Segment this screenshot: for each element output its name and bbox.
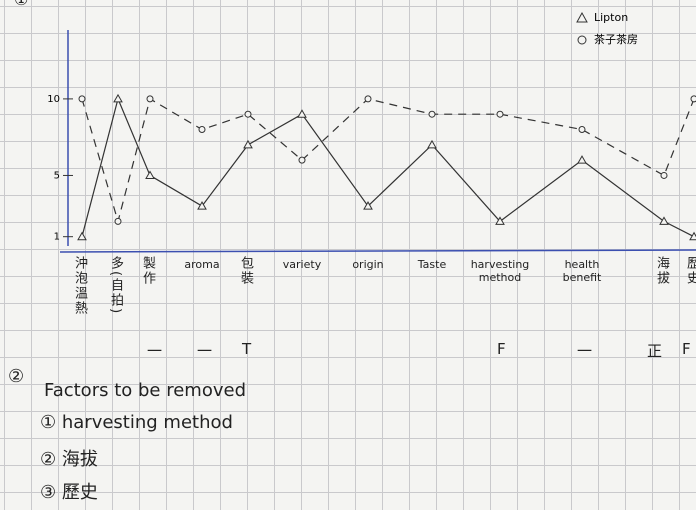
y-tick-label: 1	[54, 232, 60, 243]
point-marker	[364, 95, 372, 103]
point-marker	[363, 201, 373, 210]
x-tick-label: 包裝	[238, 256, 253, 286]
notes-number: ②	[8, 366, 25, 387]
x-tick-label: variety	[282, 258, 322, 271]
point-marker	[146, 95, 154, 103]
point-marker	[113, 93, 123, 103]
tally-mark: 一	[577, 342, 593, 360]
y-tick-label: 10	[47, 94, 60, 105]
point-marker	[114, 217, 122, 225]
point-marker	[298, 156, 306, 164]
tally-mark: F	[497, 340, 506, 358]
point-marker	[578, 126, 586, 134]
x-tick-label: harvesting method	[470, 258, 530, 284]
tally-mark: 一	[197, 342, 213, 360]
point-marker	[198, 126, 206, 134]
notes-item: ① harvesting method	[40, 412, 233, 433]
tally-mark: 正	[647, 342, 663, 360]
series-line	[81, 97, 695, 238]
point-marker	[427, 139, 437, 149]
legend-marker	[577, 35, 587, 45]
x-tick-label: 歷史	[684, 256, 696, 286]
point-marker	[660, 171, 668, 179]
tally-mark: 一	[147, 342, 163, 360]
legend-label: 茶子茶房	[594, 33, 638, 46]
point-marker	[496, 110, 504, 118]
section-mark: ①	[14, 0, 28, 9]
point-marker	[495, 216, 505, 225]
legend-marker	[576, 11, 588, 23]
notes-item: ② 海拔	[40, 449, 98, 470]
x-tick-label: 沖泡溫熱	[72, 256, 87, 316]
point-marker	[689, 231, 696, 241]
point-marker	[428, 110, 436, 118]
x-tick-label: Taste	[417, 258, 447, 271]
point-marker	[145, 170, 155, 179]
tally-mark: T	[242, 340, 252, 358]
point-marker	[243, 139, 253, 149]
x-tick-label: aroma	[184, 258, 220, 271]
series-line	[81, 97, 695, 224]
tally-mark: F	[682, 340, 691, 358]
notes-heading: Factors to be removed	[44, 380, 246, 401]
x-tick-label: 海拔	[654, 256, 669, 286]
point-marker	[690, 95, 696, 103]
x-tick-label: 多(自拍)	[108, 256, 123, 316]
point-marker	[244, 110, 252, 118]
x-tick-label: origin	[352, 258, 384, 271]
y-tick-label: 5	[54, 170, 60, 181]
point-marker	[297, 109, 307, 118]
x-tick-label: 製作	[140, 256, 155, 286]
legend-label: Lipton	[594, 11, 628, 24]
point-marker	[577, 155, 587, 164]
point-marker	[197, 201, 207, 210]
point-marker	[78, 95, 86, 103]
point-marker	[77, 231, 87, 241]
point-marker	[659, 216, 669, 225]
notes-item: ③ 歷史	[40, 482, 98, 503]
x-axis	[59, 249, 696, 253]
x-tick-label: health benefit	[562, 258, 602, 284]
